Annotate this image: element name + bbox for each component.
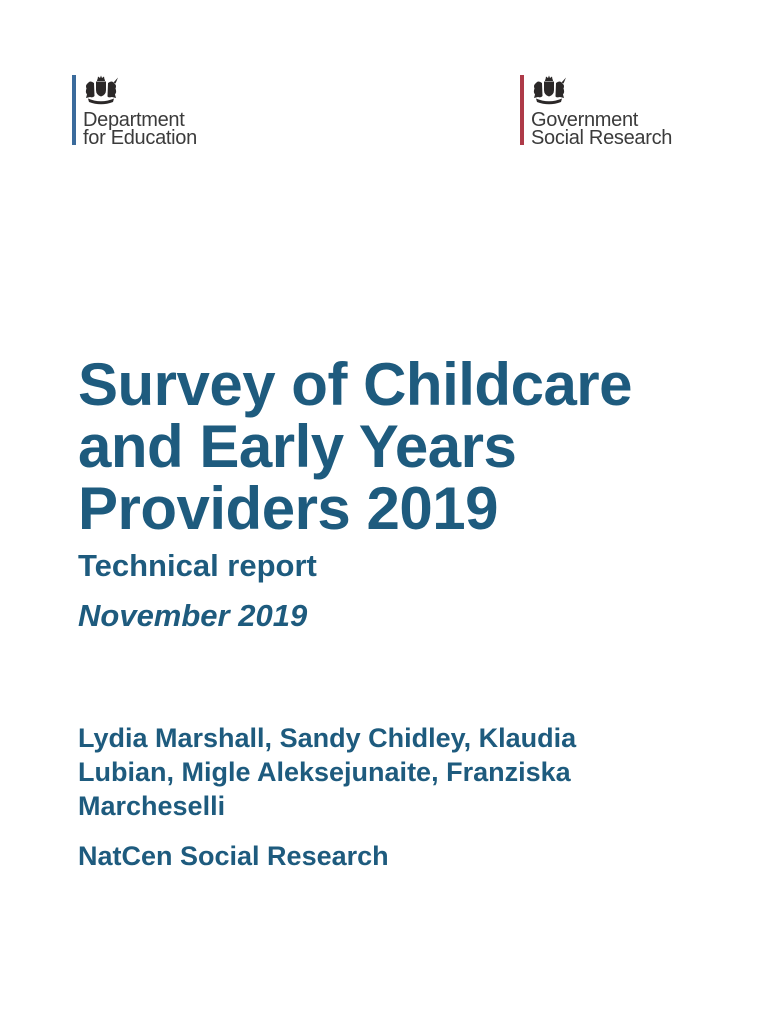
dfe-logo-line-2: for Education: [83, 127, 197, 149]
dfe-logo: Department for Education: [72, 75, 197, 149]
report-date: November 2019: [78, 598, 308, 633]
royal-coat-of-arms-icon: [531, 75, 567, 107]
report-title: Survey of Childcare and Early Years Prov…: [78, 351, 633, 542]
dfe-logo-bar: [72, 75, 76, 145]
gsr-logo-body: Government Social Research: [531, 75, 673, 149]
report-authors: Lydia Marshall, Sandy Chidley, Klaudia L…: [78, 723, 577, 821]
report-organisation: NatCen Social Research: [78, 841, 389, 871]
gsr-logo: Government Social Research: [520, 75, 673, 149]
dfe-logo-body: Department for Education: [83, 75, 197, 149]
gsr-logo-bar: [520, 75, 524, 145]
gsr-logo-line-2: Social Research: [531, 127, 673, 149]
royal-coat-of-arms-icon: [83, 75, 119, 107]
report-subtitle: Technical report: [78, 548, 317, 583]
gsr-logo-line-1: Government: [531, 109, 639, 131]
dfe-logo-line-1: Department: [83, 109, 185, 131]
